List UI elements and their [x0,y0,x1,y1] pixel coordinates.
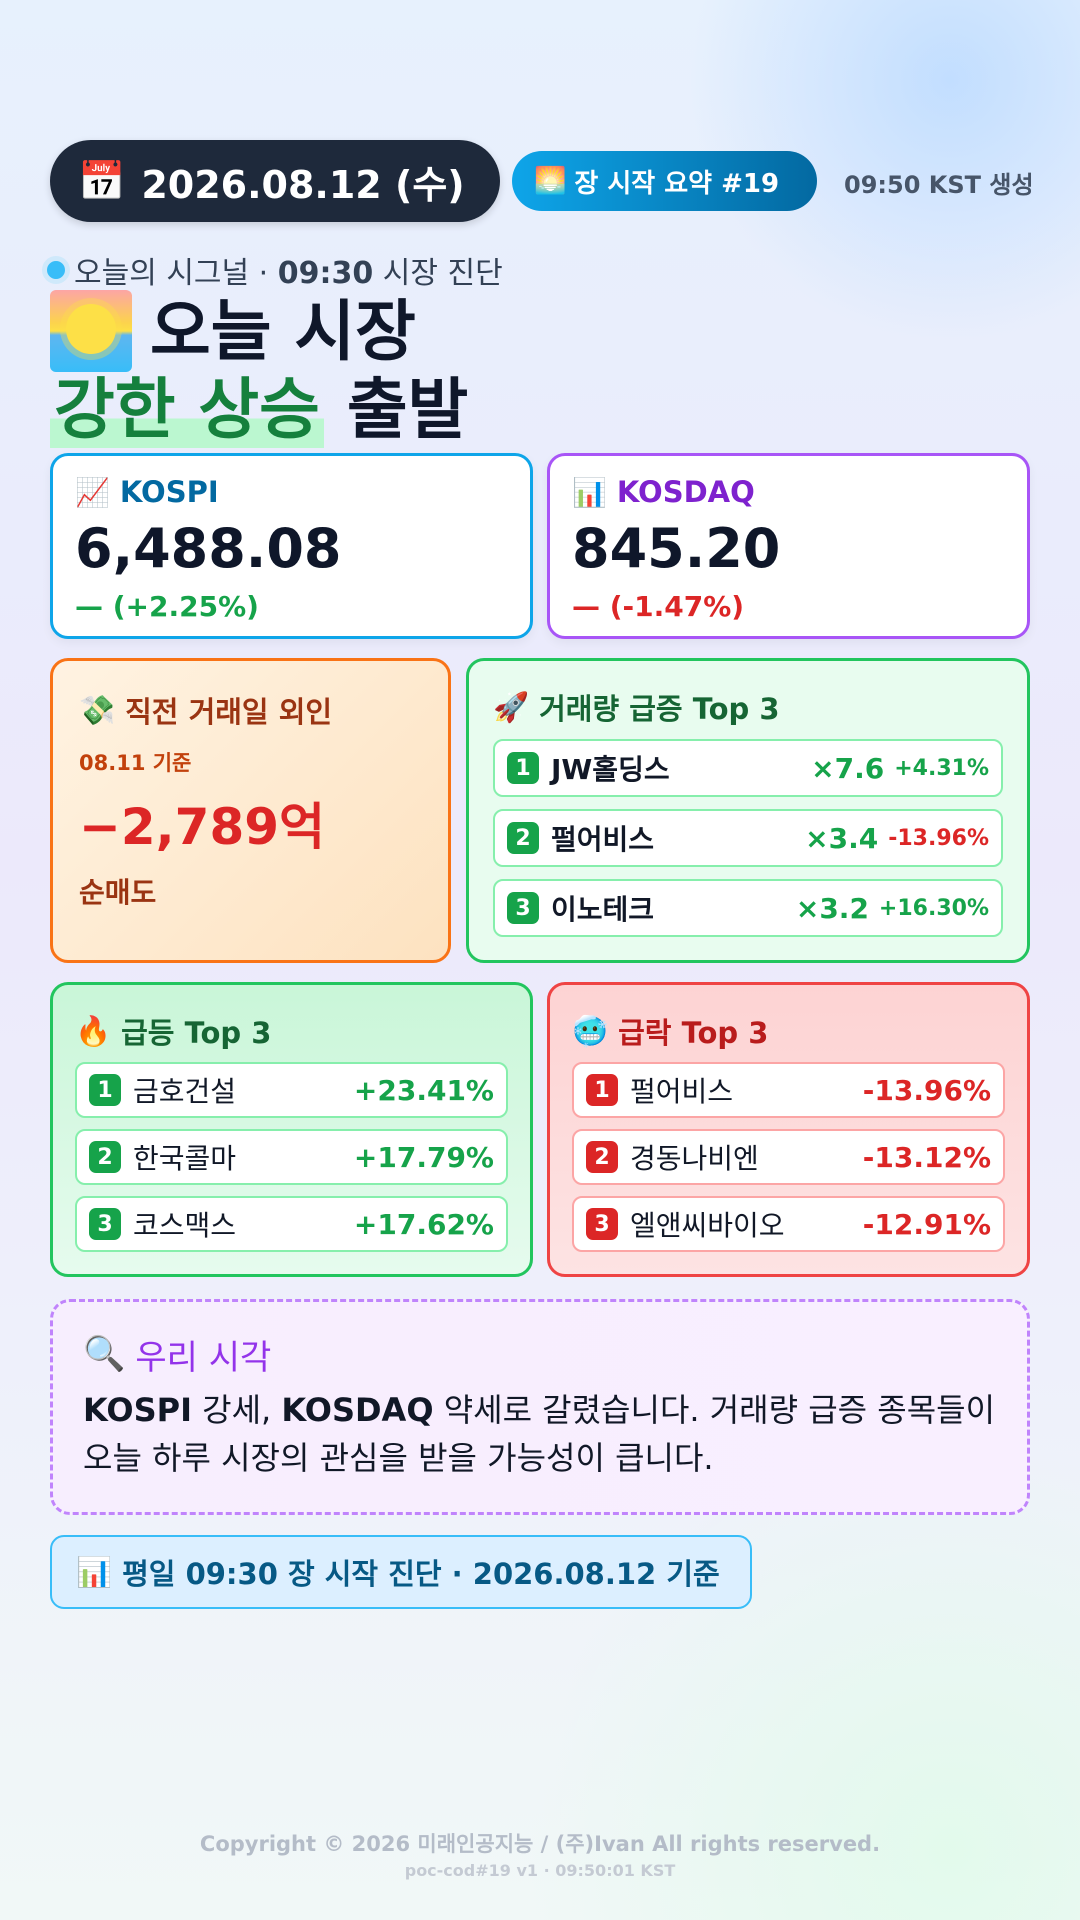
volume-multiple: ×7.6 [811,751,885,785]
stock-name: 엘앤씨바이오 [630,1209,785,1242]
plunge-card: 🥶 급락 Top 3 1 펄어비스 -13.96% 2 경동나비엔 -13.12%… [547,982,1030,1277]
magnifier-icon: 🔍 [83,1334,126,1374]
surge-card: 🔥 급등 Top 3 1 금호건설 +23.41% 2 한국콜마 +17.79% … [50,982,533,1277]
rank-badge: 1 [586,1074,618,1106]
stock-change: -12.91% [862,1207,991,1241]
summary-label: 장 시작 요약 #19 [574,168,780,199]
foreign-amount: −2,789억 [79,798,326,856]
calendar-icon: 📅 [78,158,126,203]
rank-badge: 2 [586,1141,618,1173]
copyright: Copyright © 2026 미래인공지능 / (주)Ivan All ri… [199,1832,881,1856]
signal-suffix: 시장 진단 [373,256,503,291]
volume-multiple: ×3.4 [805,821,879,855]
stock-change: +4.31% [894,755,989,781]
foreign-basis: 08.11 기준 [79,751,192,775]
rank-badge: 3 [89,1208,121,1240]
list-item[interactable]: 2 경동나비엔 -13.12% [572,1129,1005,1185]
list-item[interactable]: 3 코스맥스 +17.62% [75,1196,508,1252]
plunge-title: 급락 Top 3 [618,1016,769,1050]
index-change: — (+2.25%) [75,590,259,623]
rank-badge: 3 [507,892,539,924]
index-change: — (-1.47%) [572,590,745,623]
stock-change: +23.41% [353,1073,494,1107]
stock-name: 코스맥스 [133,1209,237,1242]
rank-badge: 1 [89,1074,121,1106]
list-item[interactable]: 1 금호건설 +23.41% [75,1062,508,1118]
headline-highlight: 강한 상승 [50,371,324,448]
money-wings-icon: 💸 [79,692,116,727]
foreign-title: 직전 거래일 외인 [125,695,333,729]
bar-chart-icon: 📊 [76,1554,113,1589]
generated-time: 09:50 KST 생성 [844,171,1034,199]
index-name: KOSDAQ [616,475,755,509]
headline-line1: 오늘 시장 [150,292,416,370]
date-pill: 📅 2026.08.12 (수) [50,140,500,222]
volume-surge-card: 🚀 거래량 급증 Top 3 1 JW홀딩스 ×7.6 +4.31% 2 펄어비스… [466,658,1030,963]
stock-change: +16.30% [878,895,989,921]
headline-rest: 출발 [323,371,469,448]
kosdaq-card: 📊 KOSDAQ 845.20 — (-1.47%) [547,453,1030,639]
view-title: 우리 시각 [135,1337,272,1378]
sunrise-icon [50,290,132,372]
foreign-kind: 순매도 [79,876,157,909]
stock-change: -13.12% [862,1140,991,1174]
view-text: 강세, [191,1391,282,1429]
headline: 오늘 시장 강한 상승 출발 [50,290,469,448]
list-item[interactable]: 2 한국콜마 +17.79% [75,1129,508,1185]
rank-badge: 2 [89,1141,121,1173]
stock-name: 펄어비스 [551,823,655,856]
our-view-card: 🔍 우리 시각 KOSPI 강세, KOSDAQ 약세로 갈렸습니다. 거래량 급… [50,1299,1030,1515]
list-item[interactable]: 3 엘앤씨바이오 -12.91% [572,1196,1005,1252]
stock-name: 펄어비스 [630,1075,734,1108]
rank-badge: 3 [586,1208,618,1240]
stock-name: 경동나비엔 [630,1142,759,1175]
signal-prefix: 오늘의 시그널 · [74,256,278,291]
summary-badge: 🌅 장 시작 요약 #19 [512,151,817,211]
stock-change: +17.79% [353,1140,494,1174]
surge-title: 급등 Top 3 [121,1016,272,1050]
list-item[interactable]: 2 펄어비스 ×3.4 -13.96% [493,809,1003,867]
view-text: 약세로 갈렸습니다. 거래량 급증 종목들이 오늘 하루 시장의 관심을 받을 … [83,1391,996,1477]
rank-badge: 2 [507,822,539,854]
signal-time: 09:30 [277,256,374,291]
schedule-note: 📊 평일 09:30 장 시작 진단 · 2026.08.12 기준 [50,1535,752,1609]
rank-badge: 1 [507,752,539,784]
view-body: KOSPI 강세, KOSDAQ 약세로 갈렸습니다. 거래량 급증 종목들이 … [83,1386,997,1482]
volume-title: 거래량 급증 Top 3 [539,692,780,726]
stock-name: JW홀딩스 [551,753,670,786]
stock-name: 한국콜마 [133,1142,237,1175]
report-date: 2026.08.12 (수) [141,162,465,207]
bar-chart-icon: 📊 [572,475,607,509]
signal-dot-icon [42,256,70,284]
stock-name: 금호건설 [133,1075,237,1108]
list-item[interactable]: 1 JW홀딩스 ×7.6 +4.31% [493,739,1003,797]
foreign-flow-card: 💸 직전 거래일 외인 08.11 기준 −2,789억 순매도 [50,658,451,963]
sunrise-icon: 🌅 [534,166,567,196]
signal-line: 오늘의 시그널 · 09:30 시장 진단 [42,248,503,292]
fire-icon: 🔥 [75,1013,112,1048]
index-name: KOSPI [119,475,219,509]
rocket-icon: 🚀 [493,689,530,724]
index-value: 6,488.08 [75,517,342,580]
cold-face-icon: 🥶 [572,1013,609,1048]
kospi-card: 📈 KOSPI 6,488.08 — (+2.25%) [50,453,533,639]
stock-name: 이노테크 [551,893,655,926]
volume-multiple: ×3.2 [795,891,869,925]
view-kosdaq: KOSDAQ [281,1391,434,1429]
view-kospi: KOSPI [83,1391,192,1429]
version-stamp: poc-cod#19 v1 · 09:50:01 KST [404,1861,676,1880]
list-item[interactable]: 1 펄어비스 -13.96% [572,1062,1005,1118]
index-value: 845.20 [572,517,781,580]
chart-up-icon: 📈 [75,475,110,509]
stock-change: -13.96% [862,1073,991,1107]
list-item[interactable]: 3 이노테크 ×3.2 +16.30% [493,879,1003,937]
stock-change: +17.62% [353,1207,494,1241]
stock-change: -13.96% [888,825,989,851]
schedule-text: 평일 09:30 장 시작 진단 · 2026.08.12 기준 [122,1557,720,1591]
